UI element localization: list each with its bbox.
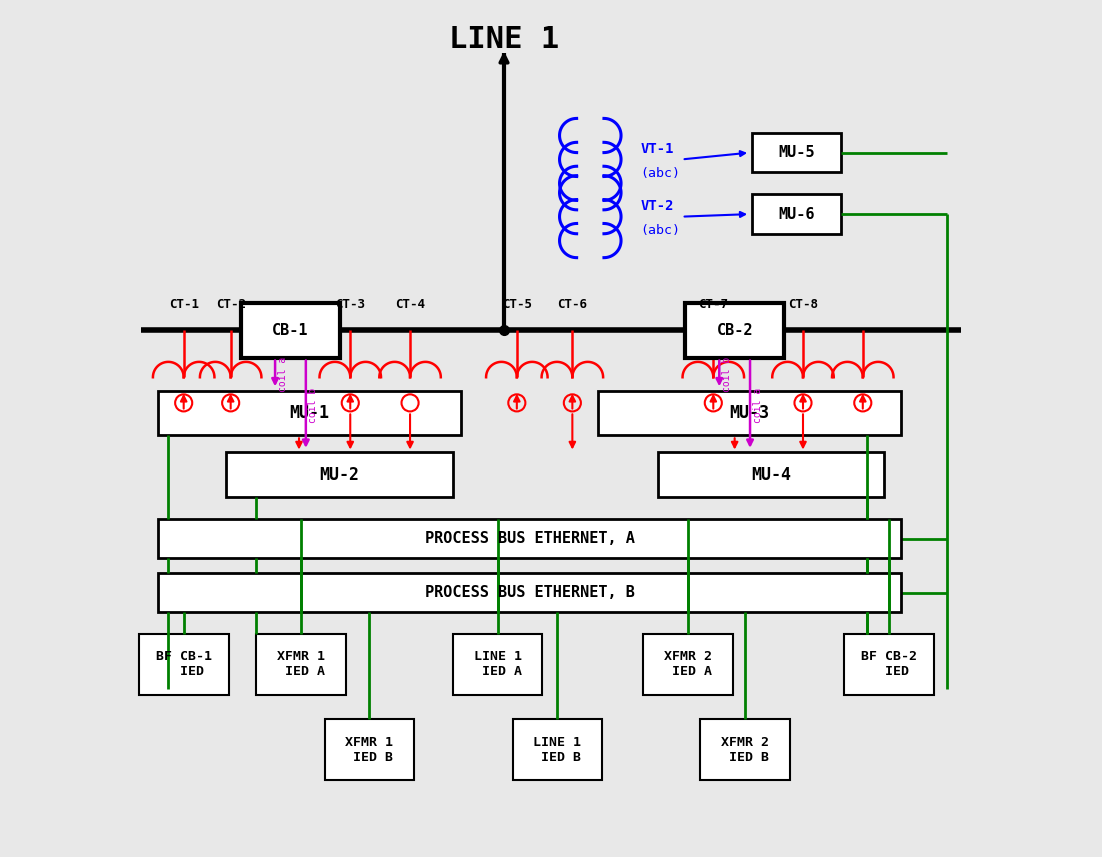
FancyBboxPatch shape <box>701 719 790 781</box>
Text: MU-3: MU-3 <box>730 405 769 423</box>
FancyBboxPatch shape <box>241 303 341 357</box>
Text: MU-4: MU-4 <box>750 465 791 483</box>
Text: BF CB-1
  IED: BF CB-1 IED <box>156 650 212 678</box>
Text: XFMR 2
 IED B: XFMR 2 IED B <box>722 735 769 764</box>
FancyBboxPatch shape <box>512 719 603 781</box>
Text: MU-2: MU-2 <box>320 465 359 483</box>
Text: MU-5: MU-5 <box>778 145 814 160</box>
Text: CT-4: CT-4 <box>395 298 425 311</box>
Text: CB-1: CB-1 <box>272 323 309 338</box>
FancyBboxPatch shape <box>158 572 901 612</box>
Text: BF CB-2
  IED: BF CB-2 IED <box>861 650 917 678</box>
Text: CB-2: CB-2 <box>716 323 753 338</box>
FancyBboxPatch shape <box>325 719 414 781</box>
Text: coil a: coil a <box>753 387 763 423</box>
Text: MU-6: MU-6 <box>778 207 814 222</box>
Text: CT-6: CT-6 <box>558 298 587 311</box>
FancyBboxPatch shape <box>598 391 901 435</box>
FancyBboxPatch shape <box>226 452 453 497</box>
FancyBboxPatch shape <box>685 303 785 357</box>
FancyBboxPatch shape <box>158 519 901 559</box>
Text: coil a: coil a <box>278 357 288 392</box>
Text: LINE 1
 IED A: LINE 1 IED A <box>474 650 521 678</box>
FancyBboxPatch shape <box>752 133 842 172</box>
FancyBboxPatch shape <box>844 633 933 695</box>
Text: MU-1: MU-1 <box>290 405 329 423</box>
Text: CT-5: CT-5 <box>501 298 532 311</box>
FancyBboxPatch shape <box>644 633 733 695</box>
FancyBboxPatch shape <box>139 633 229 695</box>
Text: VT-1: VT-1 <box>640 142 674 156</box>
FancyBboxPatch shape <box>752 195 842 234</box>
Text: CT-8: CT-8 <box>788 298 818 311</box>
FancyBboxPatch shape <box>453 633 542 695</box>
Text: XFMR 1
 IED B: XFMR 1 IED B <box>346 735 393 764</box>
Text: PROCESS BUS ETHERNET, A: PROCESS BUS ETHERNET, A <box>424 531 635 546</box>
FancyBboxPatch shape <box>257 633 346 695</box>
FancyBboxPatch shape <box>658 452 884 497</box>
Text: (abc): (abc) <box>640 166 681 180</box>
Text: coil b: coil b <box>309 387 318 423</box>
FancyBboxPatch shape <box>158 391 462 435</box>
Text: coil b: coil b <box>722 357 732 392</box>
Text: XFMR 1
 IED A: XFMR 1 IED A <box>277 650 325 678</box>
Text: CT-1: CT-1 <box>169 298 198 311</box>
Text: LINE 1
 IED B: LINE 1 IED B <box>533 735 582 764</box>
Text: CT-3: CT-3 <box>335 298 365 311</box>
Text: VT-2: VT-2 <box>640 200 674 213</box>
Text: (abc): (abc) <box>640 224 681 237</box>
Text: CT-7: CT-7 <box>699 298 728 311</box>
Text: LINE 1: LINE 1 <box>449 26 559 54</box>
Text: PROCESS BUS ETHERNET, B: PROCESS BUS ETHERNET, B <box>424 585 635 600</box>
Text: CT-2: CT-2 <box>216 298 246 311</box>
Text: XFMR 2
 IED A: XFMR 2 IED A <box>665 650 712 678</box>
